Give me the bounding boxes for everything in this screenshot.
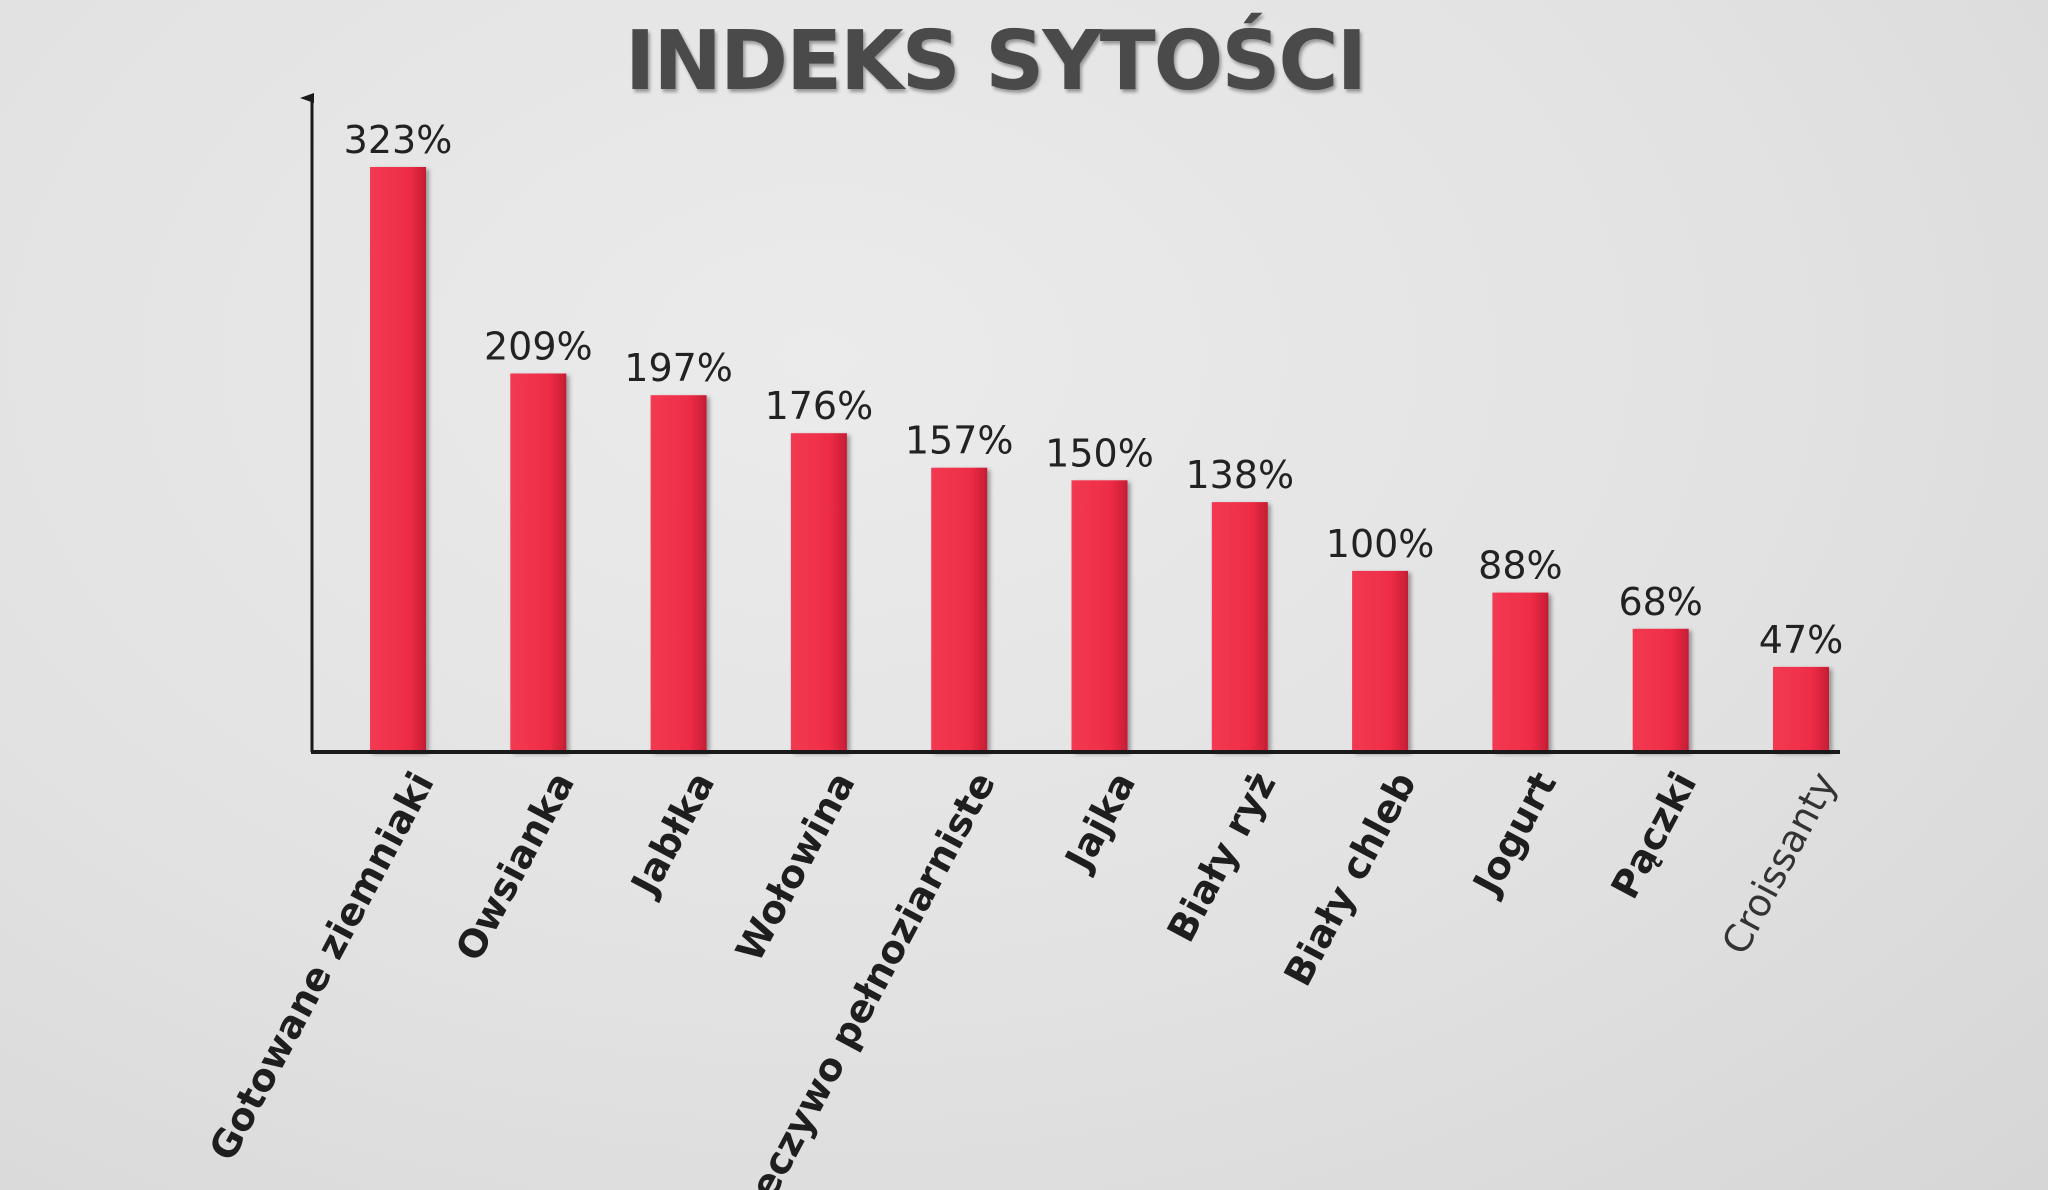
value-label-owsianka: 209% bbox=[484, 325, 593, 369]
bars-layer bbox=[370, 167, 1829, 752]
value-label-wolowina: 176% bbox=[765, 384, 874, 428]
category-label-wolowina: Wołowina bbox=[727, 765, 863, 969]
category-label-pieczywo-pelnoziarniste: Pieczywo pełnoziarniste bbox=[722, 765, 1004, 1190]
category-label-jajka: Jajka bbox=[1055, 765, 1144, 880]
bar-paczki bbox=[1632, 628, 1689, 752]
value-label-bialy-ryz: 138% bbox=[1185, 453, 1294, 497]
bar-wolowina bbox=[790, 433, 847, 752]
category-label-paczki: Pączki bbox=[1602, 765, 1705, 906]
value-label-bialy-chleb: 100% bbox=[1326, 522, 1435, 566]
chart-title: INDEKS SYTOŚCI bbox=[624, 14, 1367, 109]
value-label-gotowane-ziemniaki: 323% bbox=[344, 118, 453, 162]
category-label-jablka: Jabłka bbox=[621, 765, 723, 905]
axes-layer bbox=[300, 93, 1840, 754]
labels-layer: 323% Gotowane ziemniaki 209% Owsianka 197% Ja… bbox=[201, 118, 1846, 1190]
value-label-pieczywo-pelnoziarniste: 157% bbox=[905, 419, 1014, 463]
bar-pieczywo-pelnoziarniste bbox=[931, 467, 988, 752]
category-label-croissanty: Croissanty bbox=[1713, 765, 1846, 962]
category-label-jogurt: Jogurt bbox=[1463, 765, 1565, 904]
category-label-gotowane-ziemniaki: Gotowane ziemniaki bbox=[201, 765, 443, 1168]
bar-croissanty bbox=[1773, 666, 1829, 752]
bar-jajka bbox=[1071, 480, 1128, 752]
value-label-jajka: 150% bbox=[1045, 431, 1154, 475]
bar-gotowane-ziemniaki bbox=[370, 167, 426, 752]
category-label-owsianka: Owsianka bbox=[447, 765, 583, 968]
bar-jogurt bbox=[1492, 592, 1549, 752]
bar-bialy-chleb bbox=[1352, 570, 1409, 752]
category-label-bialy-ryz: Biały ryż bbox=[1159, 765, 1285, 949]
bar-jablka bbox=[650, 395, 707, 752]
bar-bialy-ryz bbox=[1211, 502, 1268, 752]
value-label-croissanty: 47% bbox=[1759, 618, 1843, 662]
value-label-paczki: 68% bbox=[1618, 580, 1702, 624]
value-label-jablka: 197% bbox=[624, 346, 733, 390]
value-label-jogurt: 88% bbox=[1478, 544, 1562, 588]
category-label-bialy-chleb: Biały chleb bbox=[1275, 765, 1424, 993]
bar-owsianka bbox=[510, 373, 567, 752]
